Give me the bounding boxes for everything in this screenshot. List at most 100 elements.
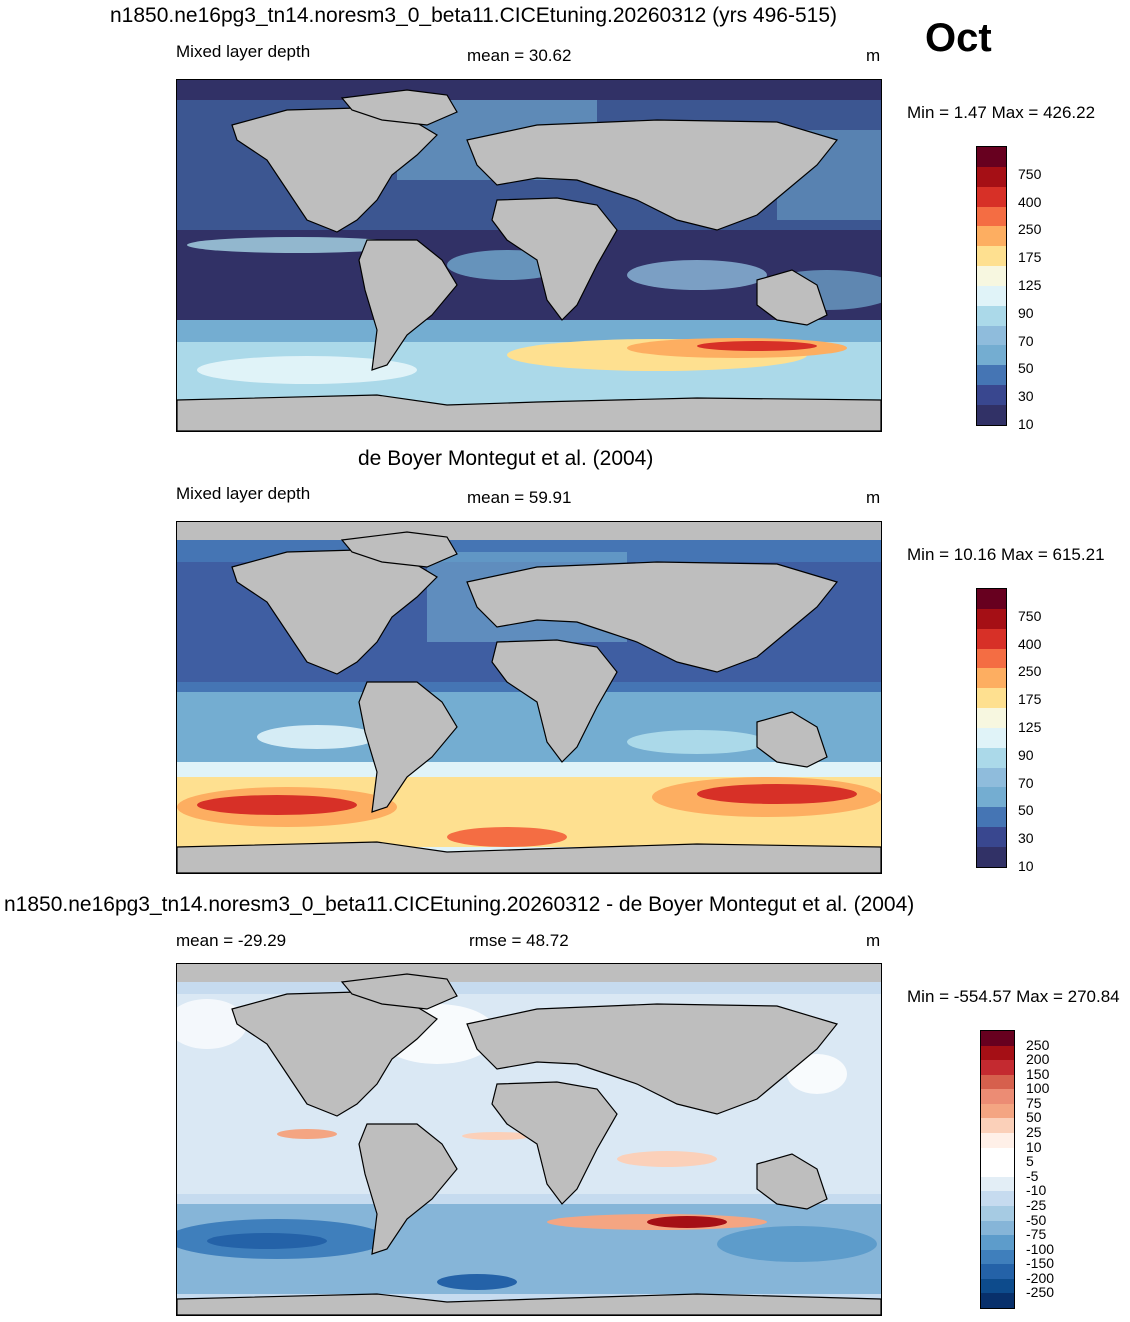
colorbar-tick-label: 750 <box>1018 607 1042 624</box>
colorbar-swatch <box>977 345 1006 366</box>
panel2-variable-label: Mixed layer depth <box>176 484 311 503</box>
colorbar-swatch <box>981 1045 1014 1061</box>
colorbar-tick-label: 400 <box>1018 193 1042 210</box>
colorbar-swatch <box>981 1278 1014 1294</box>
panel3-rmse-label: rmse = 48.72 <box>469 931 569 950</box>
colorbar-swatch <box>981 1235 1014 1250</box>
colorbar-tick-label: 5 <box>1026 1153 1034 1170</box>
colorbar-tick-label: 70 <box>1018 774 1034 791</box>
colorbar-tick-label: -150 <box>1026 1255 1055 1272</box>
colorbar-swatch <box>981 1176 1014 1192</box>
colorbar-swatch <box>981 1074 1014 1090</box>
colorbar-tick-label: -100 <box>1026 1240 1055 1257</box>
colorbar-tick-label: 30 <box>1018 388 1034 405</box>
colorbar-tick-label: 25 <box>1026 1124 1042 1141</box>
main-title: n1850.ne16pg3_tn14.noresm3_0_beta11.CICE… <box>110 4 837 27</box>
colorbar-swatch <box>981 1118 1014 1134</box>
panel2-mean-label: mean = 59.91 <box>467 488 572 507</box>
colorbar-tick-label: -25 <box>1026 1196 1047 1213</box>
colorbar-tick-label: 125 <box>1018 277 1042 293</box>
colorbar-swatch <box>977 385 1006 405</box>
panel3-minmax-label: Min = -554.57 Max = 270.84 <box>907 987 1120 1006</box>
panel2-title: de Boyer Montegut et al. (2004) <box>358 447 654 470</box>
panel3-map-svg <box>177 964 881 1315</box>
colorbar-tick-label: 50 <box>1018 802 1034 819</box>
colorbar-tick-label: -200 <box>1026 1269 1055 1286</box>
panel1-units-label: m <box>866 46 881 65</box>
colorbar-swatch <box>977 305 1006 326</box>
colorbar-swatch <box>977 747 1006 768</box>
panel3-map <box>176 963 882 1316</box>
colorbar-swatch <box>977 266 1006 286</box>
colorbar-tick-label: -250 <box>1026 1284 1055 1301</box>
colorbar-tick-label: 150 <box>1026 1065 1050 1082</box>
colorbar-swatch <box>977 708 1006 728</box>
colorbar-swatch <box>977 787 1006 808</box>
colorbar-swatch <box>981 1249 1014 1265</box>
colorbar-swatch <box>981 1162 1014 1177</box>
colorbar-swatch <box>977 589 1006 609</box>
colorbar-swatch <box>977 608 1006 629</box>
colorbar-swatch <box>977 628 1006 649</box>
panel1-colorbar <box>976 146 1007 426</box>
colorbar-tick-label: 175 <box>1018 691 1042 708</box>
colorbar-tick-label: 250 <box>1018 221 1042 238</box>
colorbar-swatch <box>977 846 1006 867</box>
panel1-map <box>176 79 882 432</box>
colorbar-swatch <box>981 1103 1014 1119</box>
colorbar-swatch <box>977 767 1006 788</box>
panel1-variable-label: Mixed layer depth <box>176 42 311 61</box>
colorbar-tick-label: -10 <box>1026 1182 1047 1199</box>
colorbar-swatch <box>977 186 1006 207</box>
colorbar-tick-label: 50 <box>1026 1109 1042 1126</box>
panel3-colorbar <box>980 1030 1015 1309</box>
colorbar-swatch <box>977 727 1006 748</box>
colorbar-swatch <box>981 1205 1014 1221</box>
colorbar-swatch <box>977 648 1006 669</box>
panel3-title: n1850.ne16pg3_tn14.noresm3_0_beta11.CICE… <box>4 893 915 916</box>
panel3-units-label: m <box>866 931 881 950</box>
colorbar-swatch <box>977 147 1006 167</box>
colorbar-swatch <box>977 285 1006 306</box>
colorbar-tick-label: 10 <box>1026 1138 1042 1155</box>
colorbar-swatch <box>981 1264 1014 1279</box>
colorbar-swatch <box>977 325 1006 346</box>
colorbar-tick-label: 250 <box>1026 1036 1050 1053</box>
panel2-units-label: m <box>866 488 881 507</box>
colorbar-tick-label: 250 <box>1018 663 1042 680</box>
colorbar-swatch <box>977 246 1006 267</box>
colorbar-tick-label: 10 <box>1018 858 1034 874</box>
colorbar-swatch <box>981 1133 1014 1148</box>
colorbar-tick-label: 750 <box>1018 165 1042 182</box>
colorbar-tick-label: -50 <box>1026 1211 1047 1228</box>
colorbar-swatch <box>977 807 1006 828</box>
panel2-map-svg <box>177 522 881 873</box>
colorbar-swatch <box>981 1191 1014 1206</box>
colorbar-swatch <box>981 1031 1014 1046</box>
colorbar-swatch <box>981 1060 1014 1075</box>
colorbar-tick-label: 10 <box>1018 416 1034 432</box>
panel2-colorbar <box>976 588 1007 868</box>
colorbar-swatch <box>981 1089 1014 1104</box>
month-label: Oct <box>925 16 992 60</box>
colorbar-swatch <box>981 1220 1014 1236</box>
colorbar-swatch <box>977 226 1006 247</box>
colorbar-tick-label: 90 <box>1018 304 1034 321</box>
colorbar-tick-label: 70 <box>1018 332 1034 349</box>
colorbar-swatch <box>977 206 1006 227</box>
colorbar-swatch <box>981 1293 1014 1308</box>
colorbar-tick-label: 125 <box>1018 719 1042 735</box>
colorbar-swatch <box>981 1147 1014 1163</box>
colorbar-tick-label: -5 <box>1026 1167 1039 1184</box>
colorbar-tick-label: 400 <box>1018 635 1042 652</box>
panel1-mean-label: mean = 30.62 <box>467 46 572 65</box>
colorbar-swatch <box>977 404 1006 425</box>
colorbar-tick-label: 50 <box>1018 360 1034 377</box>
colorbar-tick-label: -75 <box>1026 1226 1047 1243</box>
colorbar-swatch <box>977 827 1006 847</box>
panel3-mean-label: mean = -29.29 <box>176 931 287 950</box>
colorbar-tick-label: 90 <box>1018 746 1034 763</box>
panel2-minmax-label: Min = 10.16 Max = 615.21 <box>907 545 1105 564</box>
colorbar-tick-label: 200 <box>1026 1051 1050 1068</box>
colorbar-swatch <box>977 668 1006 689</box>
